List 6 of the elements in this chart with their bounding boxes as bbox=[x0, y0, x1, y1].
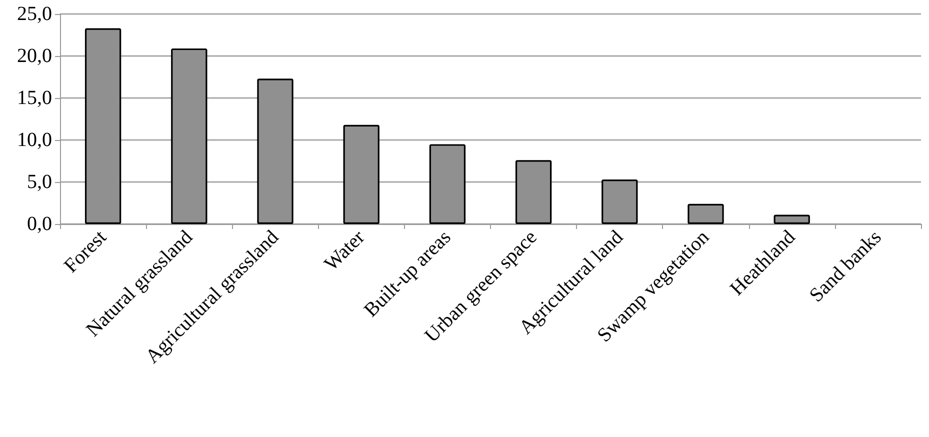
y-tick-label: 15,0 bbox=[17, 87, 52, 109]
y-tick-label: 25,0 bbox=[17, 3, 52, 25]
y-tick-label: 5,0 bbox=[27, 171, 52, 193]
y-tick-label: 10,0 bbox=[17, 129, 52, 151]
y-tick-label: 20,0 bbox=[17, 45, 52, 67]
y-tick-label: 0,0 bbox=[27, 213, 52, 235]
